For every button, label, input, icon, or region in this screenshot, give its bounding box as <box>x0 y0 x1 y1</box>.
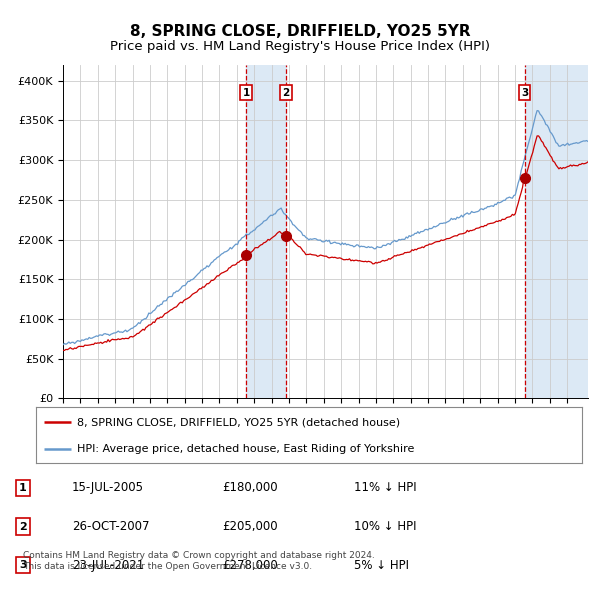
Text: 1: 1 <box>19 483 26 493</box>
Text: 8, SPRING CLOSE, DRIFFIELD, YO25 5YR: 8, SPRING CLOSE, DRIFFIELD, YO25 5YR <box>130 24 470 38</box>
Text: 2: 2 <box>19 522 26 532</box>
Text: 5% ↓ HPI: 5% ↓ HPI <box>354 559 409 572</box>
Text: Price paid vs. HM Land Registry's House Price Index (HPI): Price paid vs. HM Land Registry's House … <box>110 40 490 53</box>
Text: HPI: Average price, detached house, East Riding of Yorkshire: HPI: Average price, detached house, East… <box>77 444 415 454</box>
Bar <box>524 65 588 398</box>
Text: £205,000: £205,000 <box>222 520 278 533</box>
Text: 1: 1 <box>242 88 250 98</box>
Text: 23-JUL-2021: 23-JUL-2021 <box>72 559 144 572</box>
Text: 2: 2 <box>282 88 289 98</box>
Text: 10% ↓ HPI: 10% ↓ HPI <box>354 520 416 533</box>
Text: £180,000: £180,000 <box>222 481 278 494</box>
Text: 8, SPRING CLOSE, DRIFFIELD, YO25 5YR (detached house): 8, SPRING CLOSE, DRIFFIELD, YO25 5YR (de… <box>77 417 400 427</box>
Bar <box>246 65 286 398</box>
Text: This data is licensed under the Open Government Licence v3.0.: This data is licensed under the Open Gov… <box>23 562 312 571</box>
Text: 3: 3 <box>19 560 26 571</box>
Text: Contains HM Land Registry data © Crown copyright and database right 2024.: Contains HM Land Registry data © Crown c… <box>23 550 374 559</box>
Text: 11% ↓ HPI: 11% ↓ HPI <box>354 481 416 494</box>
Text: 26-OCT-2007: 26-OCT-2007 <box>72 520 149 533</box>
Text: £278,000: £278,000 <box>222 559 278 572</box>
Text: 15-JUL-2005: 15-JUL-2005 <box>72 481 144 494</box>
Text: 3: 3 <box>521 88 528 98</box>
